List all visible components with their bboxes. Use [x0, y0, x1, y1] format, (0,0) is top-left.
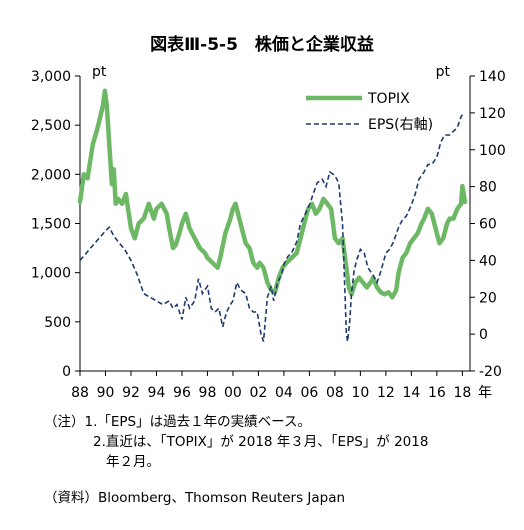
- x-tick-label: 02: [250, 385, 268, 401]
- left-tick-label: 2,500: [31, 118, 71, 134]
- right-tick-label: 40: [479, 253, 497, 269]
- x-tick-label: 88: [71, 385, 89, 401]
- right-tick-label: -20: [479, 364, 502, 380]
- right-tick-label: 0: [479, 327, 488, 343]
- x-tick-label: 18: [453, 385, 471, 401]
- note-line-2: 2.直近は、「TOPIX」が 2018 年３月、「EPS」が 2018: [93, 434, 429, 450]
- x-tick-label: 90: [97, 385, 115, 401]
- x-tick-label: 98: [199, 385, 217, 401]
- x-tick-label: 16: [428, 385, 446, 401]
- x-tick-label: 00: [224, 385, 242, 401]
- x-tick-label: 06: [300, 385, 318, 401]
- left-tick-label: 1,500: [31, 217, 71, 233]
- legend-label-eps: EPS(右軸): [368, 117, 433, 133]
- x-tick-label: 12: [377, 385, 395, 401]
- left-tick-label: 0: [62, 364, 71, 380]
- right-axis: -20 0 20 40 60 80 100 120 140: [470, 69, 506, 380]
- notes: （注）1.「EPS」は過去１年の実績ベース。 2.直近は、「TOPIX」が 20…: [44, 412, 428, 472]
- chart: 図表Ⅲ-5-5 株価と企業収益 0 500 1,000 1,500 2,000 2,500…: [31, 34, 506, 401]
- left-tick-label: 500: [44, 315, 71, 331]
- right-tick-label: 20: [479, 290, 497, 306]
- right-tick-label: 80: [479, 180, 497, 196]
- chart-title: 図表Ⅲ-5-5 株価と企業収益: [150, 34, 374, 55]
- x-axis: 88 90 92 94 96 98 00 02 04 06 08 10 12 14 16 18: [71, 371, 471, 401]
- right-tick-label: 60: [479, 217, 497, 233]
- x-axis-suffix: 年: [478, 385, 492, 401]
- left-axis-unit: pt: [92, 64, 107, 80]
- legend-label-topix: TOPIX: [367, 91, 410, 107]
- left-tick-label: 3,000: [31, 69, 71, 85]
- x-tick-label: 10: [351, 385, 369, 401]
- right-tick-label: 120: [479, 106, 506, 122]
- left-tick-label: 2,000: [31, 167, 71, 183]
- x-tick-label: 08: [326, 385, 344, 401]
- x-tick-label: 92: [122, 385, 140, 401]
- x-tick-label: 96: [173, 385, 191, 401]
- series-eps-line: [79, 112, 465, 342]
- x-tick-label: 14: [402, 385, 420, 401]
- x-tick-label: 94: [148, 385, 166, 401]
- left-axis: 0 500 1,000 1,500 2,000 2,500 3,000: [31, 69, 80, 380]
- right-axis-unit: pt: [436, 64, 451, 80]
- note-line-3: 年２月。: [106, 454, 160, 470]
- left-tick-label: 1,000: [31, 266, 71, 282]
- legend: TOPIX EPS(右軸): [306, 91, 433, 133]
- source-note: （資料）Bloomberg、Thomson Reuters Japan: [44, 490, 346, 506]
- right-tick-label: 100: [479, 143, 506, 159]
- note-line-1: （注）1.「EPS」は過去１年の実績ベース。: [44, 414, 311, 430]
- x-tick-label: 04: [275, 385, 293, 401]
- right-tick-label: 140: [479, 69, 506, 85]
